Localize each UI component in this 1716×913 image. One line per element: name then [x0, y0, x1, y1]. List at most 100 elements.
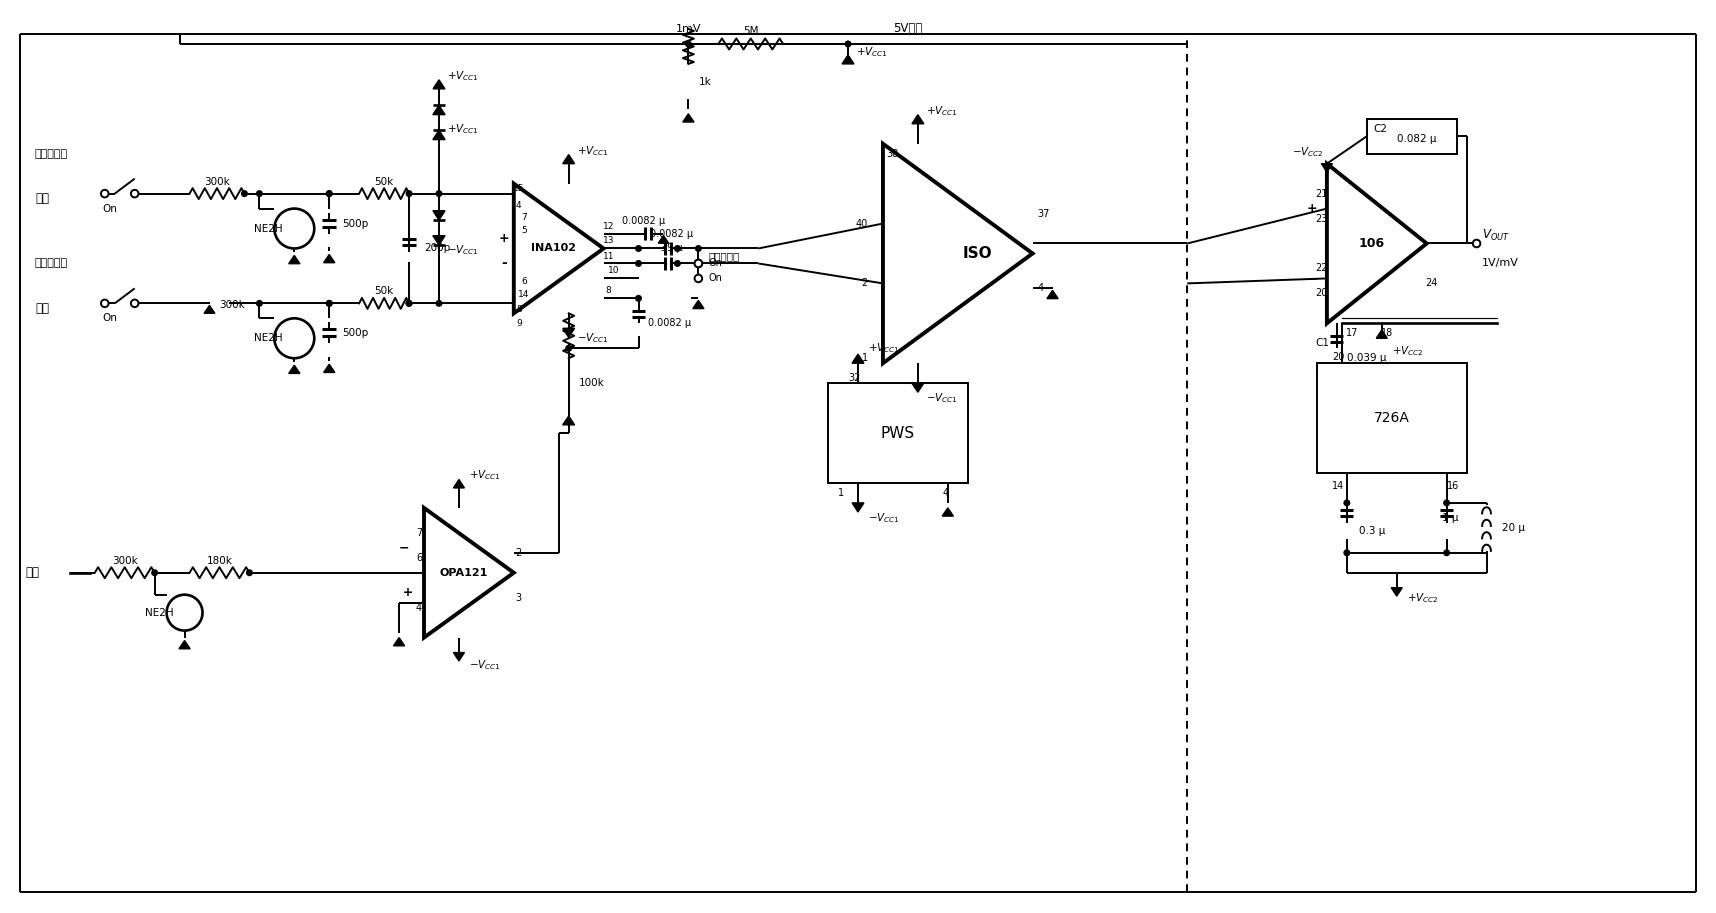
Circle shape	[1344, 550, 1350, 556]
Text: +: +	[395, 586, 414, 599]
Polygon shape	[911, 383, 923, 393]
Circle shape	[674, 260, 680, 267]
Polygon shape	[884, 143, 1033, 363]
Text: $-V_{CC1}$: $-V_{CC1}$	[577, 331, 609, 345]
Text: 校準發生器: 校準發生器	[709, 251, 740, 261]
Text: 0.082 μ: 0.082 μ	[1397, 133, 1436, 143]
Circle shape	[275, 208, 314, 248]
Text: 1k: 1k	[698, 77, 710, 87]
Text: 2: 2	[517, 548, 522, 558]
Text: 10: 10	[607, 266, 619, 275]
Text: $+V_{CC1}$: $+V_{CC1}$	[446, 69, 479, 83]
Polygon shape	[853, 354, 863, 363]
Text: On: On	[709, 273, 722, 283]
Polygon shape	[563, 154, 575, 163]
Text: 7: 7	[415, 528, 422, 538]
Text: $-V_{CC2}$: $-V_{CC2}$	[1292, 145, 1323, 159]
Text: |: |	[511, 276, 515, 287]
Circle shape	[326, 300, 331, 306]
Circle shape	[247, 570, 252, 575]
Text: C2: C2	[1375, 124, 1388, 134]
Text: 0.039 μ: 0.039 μ	[1347, 353, 1387, 363]
Text: 0.3 μ: 0.3 μ	[1359, 526, 1385, 536]
Text: 5: 5	[522, 226, 527, 235]
Text: 4: 4	[942, 488, 949, 498]
Circle shape	[635, 260, 642, 267]
Polygon shape	[453, 479, 465, 488]
Text: 39 μ: 39 μ	[661, 244, 683, 254]
Polygon shape	[432, 211, 444, 220]
Circle shape	[130, 190, 139, 197]
Circle shape	[695, 275, 702, 282]
Polygon shape	[659, 236, 669, 243]
Text: 左臂: 左臂	[34, 192, 50, 205]
Text: INA102: INA102	[532, 244, 577, 254]
Text: 7: 7	[522, 213, 527, 222]
Text: C1: C1	[1314, 338, 1328, 348]
Text: 右腿: 右腿	[26, 566, 39, 579]
Polygon shape	[1392, 588, 1402, 596]
Text: $+V_{CC1}$: $+V_{CC1}$	[446, 121, 479, 136]
Text: +: +	[499, 232, 510, 245]
Circle shape	[695, 259, 702, 268]
Circle shape	[257, 191, 263, 196]
Text: 106: 106	[1359, 237, 1385, 250]
Text: 1V/mV: 1V/mV	[1481, 258, 1519, 268]
Text: On: On	[103, 204, 117, 214]
Text: ISO: ISO	[963, 246, 992, 261]
Text: 4: 4	[415, 603, 422, 613]
Bar	[1316, 363, 1467, 473]
Text: 100k: 100k	[578, 378, 604, 388]
Circle shape	[695, 246, 702, 251]
Circle shape	[686, 41, 692, 47]
Polygon shape	[683, 114, 693, 122]
Text: 17: 17	[1345, 329, 1357, 339]
Polygon shape	[563, 329, 575, 338]
Text: 300k: 300k	[112, 556, 137, 566]
Circle shape	[326, 191, 331, 196]
Circle shape	[275, 319, 314, 358]
Text: 300k: 300k	[220, 300, 245, 310]
Text: 500p: 500p	[341, 329, 369, 339]
Text: 20: 20	[1316, 289, 1328, 299]
Polygon shape	[453, 653, 465, 661]
Text: −: −	[398, 541, 410, 554]
Text: $-V_{CC1}$: $-V_{CC1}$	[468, 658, 501, 672]
Circle shape	[566, 345, 571, 351]
Text: 6: 6	[522, 277, 527, 286]
Polygon shape	[424, 508, 513, 637]
Text: 500p: 500p	[341, 218, 369, 228]
Text: $+V_{CC1}$: $+V_{CC1}$	[468, 468, 501, 482]
Circle shape	[436, 300, 441, 306]
Circle shape	[635, 296, 642, 301]
Polygon shape	[432, 79, 444, 89]
Text: −: −	[1306, 271, 1318, 286]
Bar	[1368, 119, 1457, 153]
Text: 20: 20	[1332, 352, 1344, 362]
Circle shape	[326, 191, 331, 196]
Text: On: On	[103, 313, 117, 323]
Circle shape	[1443, 500, 1450, 506]
Text: 0.0082 μ: 0.0082 μ	[649, 319, 692, 329]
Text: 6: 6	[415, 552, 422, 562]
Text: 14: 14	[518, 290, 530, 299]
Text: 15: 15	[513, 184, 525, 194]
Text: 180k: 180k	[206, 556, 232, 566]
Polygon shape	[432, 131, 444, 140]
Circle shape	[407, 191, 412, 196]
Circle shape	[846, 41, 851, 47]
Text: 300k: 300k	[204, 176, 230, 186]
Circle shape	[326, 300, 331, 306]
Polygon shape	[693, 300, 704, 309]
Text: 1: 1	[837, 488, 844, 498]
Text: 8: 8	[517, 305, 522, 314]
Polygon shape	[432, 236, 444, 245]
Polygon shape	[288, 365, 300, 373]
Text: 726A: 726A	[1375, 411, 1409, 425]
Text: 12: 12	[602, 222, 614, 231]
Text: $-V_{CC1}$: $-V_{CC1}$	[868, 511, 899, 525]
Circle shape	[635, 246, 642, 251]
Text: 50k: 50k	[374, 287, 393, 297]
Text: 11: 11	[602, 252, 614, 261]
Text: 5V基準: 5V基準	[894, 23, 923, 36]
